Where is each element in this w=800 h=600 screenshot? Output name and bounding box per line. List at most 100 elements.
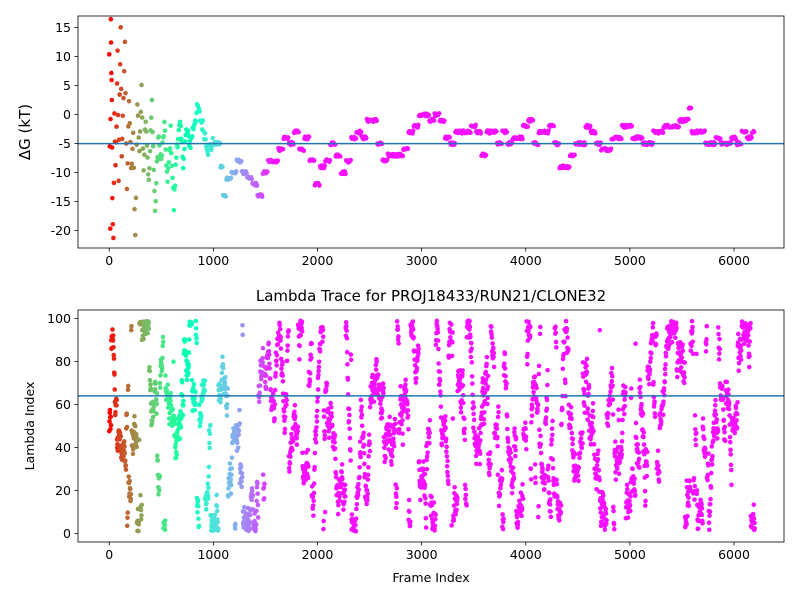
lambda-point xyxy=(361,430,366,436)
lambda-point xyxy=(405,413,411,419)
lambda-point xyxy=(348,357,354,363)
delta-g-point xyxy=(306,134,312,140)
lambda-point xyxy=(240,332,245,338)
lambda-point xyxy=(462,437,468,443)
lambda-point xyxy=(526,319,531,325)
lambda-point xyxy=(454,507,459,513)
lambda-point xyxy=(148,382,153,387)
lambda-point xyxy=(288,454,293,459)
delta-g-point xyxy=(167,146,173,151)
lambda-point xyxy=(610,383,615,389)
lambda-point xyxy=(260,360,265,365)
lambda-point xyxy=(359,423,365,429)
lambda-point xyxy=(220,365,226,371)
lambda-point xyxy=(712,402,718,408)
lambda-point xyxy=(699,512,705,518)
lambda-point xyxy=(693,442,699,448)
lambda-point xyxy=(111,344,116,350)
lambda-point xyxy=(284,358,290,364)
delta-g-point xyxy=(296,129,301,135)
delta-g-point xyxy=(175,144,180,150)
lambda-point xyxy=(330,422,335,428)
delta-g-point xyxy=(132,232,138,238)
lambda-point xyxy=(358,397,364,403)
lambda-point xyxy=(436,361,441,366)
lambda-point xyxy=(604,521,609,526)
delta-g-point xyxy=(567,164,572,170)
lambda-point xyxy=(597,477,602,483)
lambda-point xyxy=(332,432,338,438)
lambda-point xyxy=(214,492,220,498)
lambda-point xyxy=(632,476,637,481)
lambda-point xyxy=(536,503,541,509)
delta-g-point xyxy=(108,116,113,122)
lambda-point xyxy=(266,348,272,354)
lambda-point xyxy=(427,430,432,436)
lambda-point xyxy=(538,450,544,456)
lambda-point xyxy=(656,469,662,475)
lambda-point xyxy=(426,434,432,440)
lambda-point xyxy=(354,506,359,512)
lambda-point xyxy=(220,362,226,367)
lambda-point xyxy=(482,390,488,396)
lambda-point xyxy=(357,439,363,444)
lambda-point xyxy=(198,419,203,425)
lambda-point xyxy=(389,462,394,467)
delta-g-point xyxy=(426,112,432,118)
delta-g-point xyxy=(280,146,286,152)
lambda-point xyxy=(374,359,379,364)
lambda-point xyxy=(170,407,176,412)
lambda-point xyxy=(128,496,134,502)
lambda-point xyxy=(154,453,160,458)
lambda-point xyxy=(690,324,695,330)
lambda-point xyxy=(121,439,127,444)
lambda-point xyxy=(186,363,192,369)
lambda-point xyxy=(483,369,489,375)
lambda-point xyxy=(314,419,320,424)
lambda-point xyxy=(505,439,511,445)
lambda-point xyxy=(596,467,602,473)
delta-g-point xyxy=(209,147,214,153)
lambda-point xyxy=(502,366,508,371)
lambda-point xyxy=(249,488,255,494)
lambda-point xyxy=(339,462,345,467)
lambda-point xyxy=(206,474,212,479)
lambda-point xyxy=(597,327,603,333)
lambda-point xyxy=(500,512,505,517)
lambda-point xyxy=(603,511,609,516)
lambda-point xyxy=(391,440,396,446)
lambda-point xyxy=(270,391,276,396)
lambda-point xyxy=(400,442,406,447)
lambda-point xyxy=(462,426,467,432)
lambda-point xyxy=(543,421,549,427)
lambda-point xyxy=(158,373,163,378)
lambda-point xyxy=(627,498,632,504)
lambda-point xyxy=(633,341,638,347)
delta-g-point xyxy=(113,162,118,168)
lambda-point xyxy=(204,500,209,506)
delta-g-point xyxy=(173,162,178,168)
lambda-point xyxy=(716,357,722,362)
lambda-point xyxy=(339,469,344,475)
lambda-point xyxy=(559,421,564,427)
lambda-point xyxy=(497,491,503,497)
lambda-point xyxy=(469,360,475,365)
x-tick-label: 6000 xyxy=(718,547,750,562)
lambda-point xyxy=(477,461,483,467)
lambda-point xyxy=(113,409,118,415)
lambda-point xyxy=(470,381,475,386)
lambda-point xyxy=(329,410,334,416)
lambda-point xyxy=(314,408,320,414)
lambda-point xyxy=(469,374,475,379)
lambda-point xyxy=(414,375,419,381)
lambda-point xyxy=(632,488,638,494)
lambda-point xyxy=(728,462,734,468)
delta-g-point xyxy=(197,109,202,114)
lambda-point xyxy=(307,370,313,376)
lambda-point xyxy=(165,382,171,388)
lambda-point xyxy=(162,522,168,527)
lambda-point xyxy=(487,472,492,478)
lambda-point xyxy=(347,435,353,441)
lambda-point xyxy=(154,390,160,396)
delta-g-point xyxy=(169,163,175,169)
